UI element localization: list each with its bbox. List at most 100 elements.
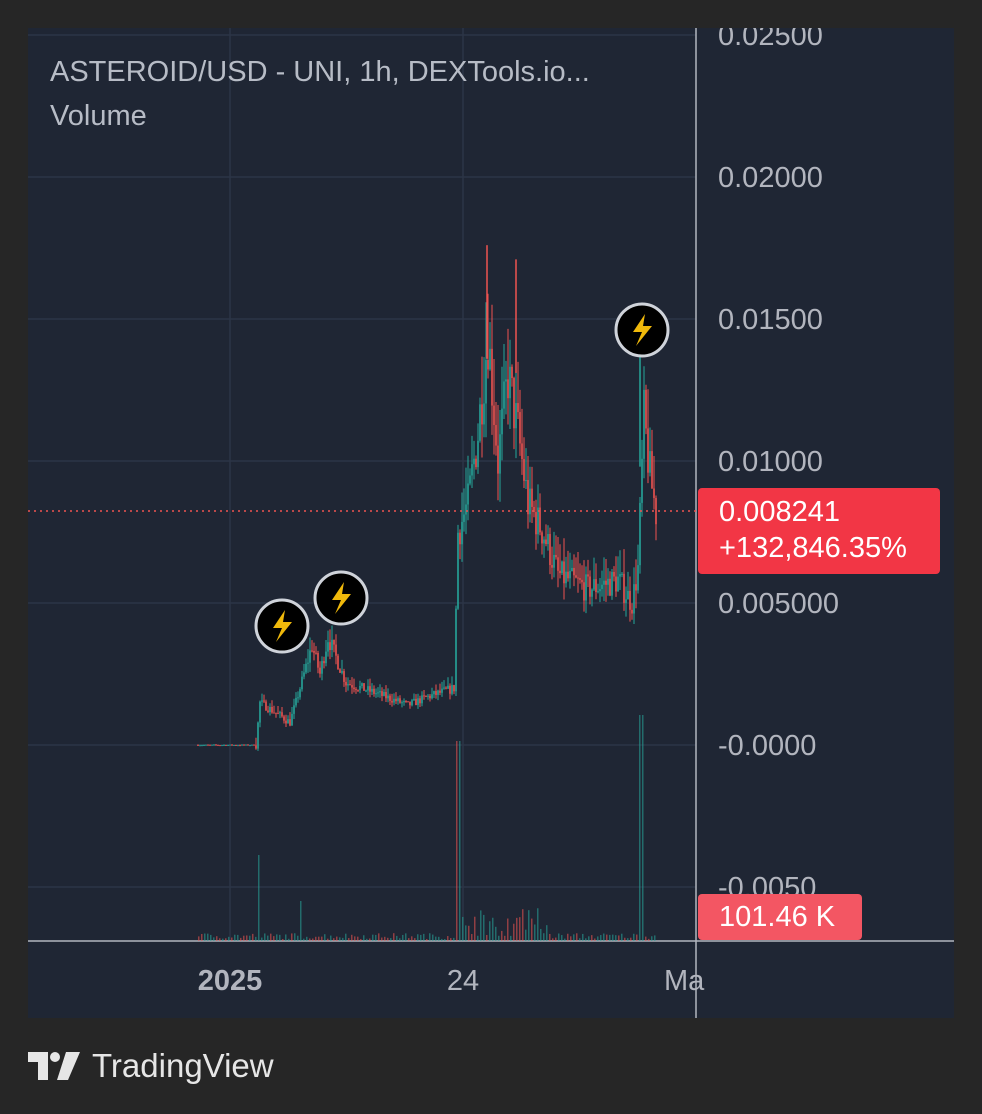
candle-body — [587, 574, 589, 577]
volume-bar — [549, 933, 551, 941]
candle-body — [643, 389, 645, 459]
candle-body — [235, 744, 237, 746]
candle-body — [535, 512, 537, 535]
volume-bar — [558, 933, 560, 941]
tradingview-icon — [28, 1052, 80, 1080]
volume-bar — [366, 938, 368, 941]
volume-bar — [519, 917, 521, 941]
candle-body — [311, 650, 313, 652]
volume-bar — [390, 938, 392, 941]
candle-body — [257, 722, 259, 749]
candle-body — [615, 576, 617, 592]
candle-body — [245, 744, 247, 746]
candle-body — [251, 744, 253, 746]
candle-body — [631, 609, 633, 614]
volume-bar — [375, 934, 377, 941]
volume-bar — [201, 934, 203, 941]
y-tick-label: 0.01000 — [718, 446, 823, 478]
candle-body — [637, 565, 639, 591]
volume-bar — [552, 938, 554, 941]
volume-bar — [222, 938, 224, 941]
volume-bar — [576, 933, 578, 941]
candle-body — [501, 408, 503, 435]
candle-body — [333, 639, 335, 645]
candle-body — [381, 691, 383, 696]
volume-bar — [321, 936, 323, 941]
candle-body — [441, 688, 443, 693]
chart-panel[interactable]: 0.02500 0.02000 0.01500 0.01000 0.005000 -0.0… — [28, 28, 954, 1018]
volume-bar — [540, 928, 542, 941]
candle-body — [453, 685, 455, 692]
candle-body — [287, 719, 289, 724]
volume-bar — [387, 937, 389, 941]
candle-body — [327, 642, 329, 652]
volume-bar — [492, 917, 494, 941]
candle-body — [219, 745, 221, 747]
x-tick-label: 2025 — [198, 965, 263, 997]
volume-bar — [336, 936, 338, 941]
volume-bar — [429, 933, 431, 941]
volume-bar — [639, 715, 641, 941]
candle-body — [515, 403, 517, 429]
volume-bar — [225, 938, 227, 941]
candle-body — [469, 475, 471, 484]
candle-body — [471, 464, 473, 476]
candle-body — [425, 696, 427, 698]
candle-body — [313, 650, 315, 653]
candle-body — [437, 690, 439, 695]
last-price-value: 0.008241 — [719, 496, 840, 528]
candle-body — [575, 575, 577, 578]
candle-body — [565, 571, 567, 584]
volume-bar — [213, 937, 215, 941]
candle-body — [263, 700, 265, 702]
candle-body — [427, 695, 429, 697]
candle-body — [355, 689, 357, 691]
candle-body — [525, 480, 527, 482]
candle-body — [451, 685, 453, 694]
volume-bar — [258, 855, 260, 941]
volume-bar — [384, 936, 386, 941]
volume-bar — [405, 933, 407, 941]
candle-body — [541, 532, 543, 544]
candle-body — [447, 685, 449, 689]
candle-body — [649, 451, 651, 473]
candle-body — [605, 580, 607, 585]
candle-body — [505, 379, 507, 382]
volume-bar — [417, 934, 419, 941]
volume-bar — [450, 938, 452, 941]
volume-bar — [543, 933, 545, 941]
candle-body — [579, 578, 581, 580]
candle-body — [503, 381, 505, 409]
candle-body — [519, 412, 521, 444]
lightning-icon — [273, 610, 292, 642]
volume-bar — [360, 938, 362, 941]
volume-bar — [303, 938, 305, 941]
candle-body — [481, 404, 483, 425]
candle-body — [211, 744, 213, 746]
candle-body — [293, 705, 295, 714]
candle-body — [243, 744, 245, 746]
candle-body — [561, 561, 563, 574]
brand-name: TradingView — [92, 1047, 274, 1084]
volume-bar — [582, 933, 584, 941]
tradingview-logo[interactable]: TradingView — [28, 1046, 274, 1086]
last-price-badge: 0.008241 +132,846.35% — [698, 488, 940, 574]
candle-body — [417, 698, 419, 706]
volume-bar — [351, 934, 353, 941]
volume-bar — [264, 933, 266, 941]
candle-body — [237, 745, 239, 747]
candle-body — [415, 698, 417, 706]
candle-body — [307, 662, 309, 664]
volume-bar — [501, 930, 503, 941]
candle-body — [403, 700, 405, 703]
candle-body — [353, 687, 355, 690]
candle-body — [209, 744, 211, 746]
candle-body — [361, 683, 363, 686]
candle-body — [341, 671, 343, 673]
volume-bar — [357, 936, 359, 941]
price-chart[interactable]: 0.02500 0.02000 0.01500 0.01000 0.005000 -0.0… — [28, 28, 954, 1018]
candle-body — [625, 599, 627, 603]
volume-bar — [234, 934, 236, 941]
volume-bar — [285, 934, 287, 941]
volume-bar — [465, 925, 467, 941]
